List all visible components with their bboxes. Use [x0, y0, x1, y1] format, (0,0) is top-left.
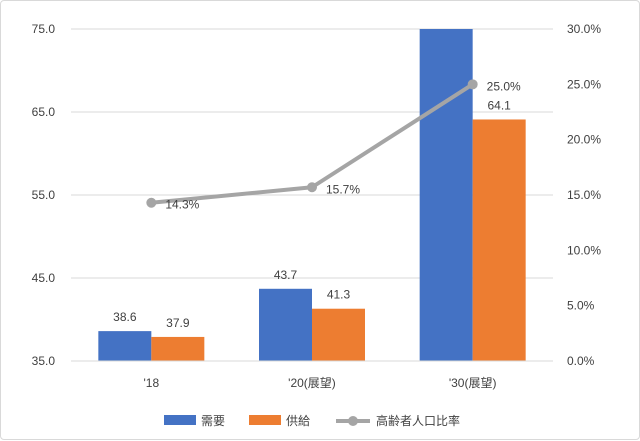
line-data-label: 14.3% — [165, 198, 199, 212]
line-series: 14.3% 15.7% 25.0% — [146, 79, 521, 212]
left-axis-ticks: 35.0 45.0 55.0 65.0 75.0 — [32, 22, 56, 368]
right-axis-tick-label: 25.0% — [567, 77, 601, 91]
right-axis-tick-label: 20.0% — [567, 133, 601, 147]
left-axis-tick-label: 75.0 — [32, 22, 56, 36]
legend-swatch — [249, 415, 281, 425]
right-axis-tick-label: 15.0% — [567, 188, 601, 202]
bar-series: 38.6 43.7 37.9 41.3 64.1 — [98, 29, 526, 361]
legend-label: 需要 — [201, 414, 225, 428]
bar-data-label: 64.1 — [487, 98, 511, 112]
line-data-label: 25.0% — [487, 79, 521, 93]
left-axis-tick-label: 45.0 — [32, 271, 56, 285]
right-axis-tick-label: 0.0% — [567, 354, 595, 368]
bar-data-label: 43.7 — [274, 268, 298, 282]
category-label: '20(展望) — [288, 376, 336, 390]
right-axis-ticks: 0.0% 5.0% 10.0% 15.0% 20.0% 25.0% 30.0% — [567, 22, 601, 368]
bar-data-label: 38.6 — [113, 310, 137, 324]
right-axis-tick-label: 5.0% — [567, 299, 595, 313]
line-point — [146, 197, 157, 208]
line-point — [467, 79, 478, 90]
left-axis-tick-label: 35.0 — [32, 354, 56, 368]
legend-swatch — [164, 415, 196, 425]
left-axis-tick-label: 65.0 — [32, 105, 56, 119]
bar-需要-2 — [419, 29, 473, 361]
category-label: '18 — [144, 376, 160, 390]
bar-供給-2 — [472, 119, 526, 361]
bar-需要-0 — [98, 331, 152, 361]
line-point — [307, 182, 317, 193]
category-label: '30(展望) — [449, 376, 497, 390]
left-axis-tick-label: 55.0 — [32, 188, 56, 202]
legend: 需要 供給 高齢者人口比率 — [164, 413, 460, 428]
legend-marker — [348, 416, 358, 426]
category-labels: '18 '20(展望) '30(展望) — [144, 376, 497, 390]
bar-需要-1 — [259, 288, 312, 361]
bar-供給-1 — [312, 308, 365, 361]
legend-label: 高齢者人口比率 — [376, 413, 460, 428]
right-axis-tick-label: 30.0% — [567, 22, 601, 36]
right-axis-tick-label: 10.0% — [567, 243, 601, 257]
bar-data-label: 41.3 — [327, 288, 351, 302]
bar-data-label: 37.9 — [166, 316, 190, 330]
legend-label: 供給 — [286, 414, 310, 428]
bar-供給-0 — [151, 336, 205, 361]
line-data-label: 15.7% — [326, 182, 360, 196]
